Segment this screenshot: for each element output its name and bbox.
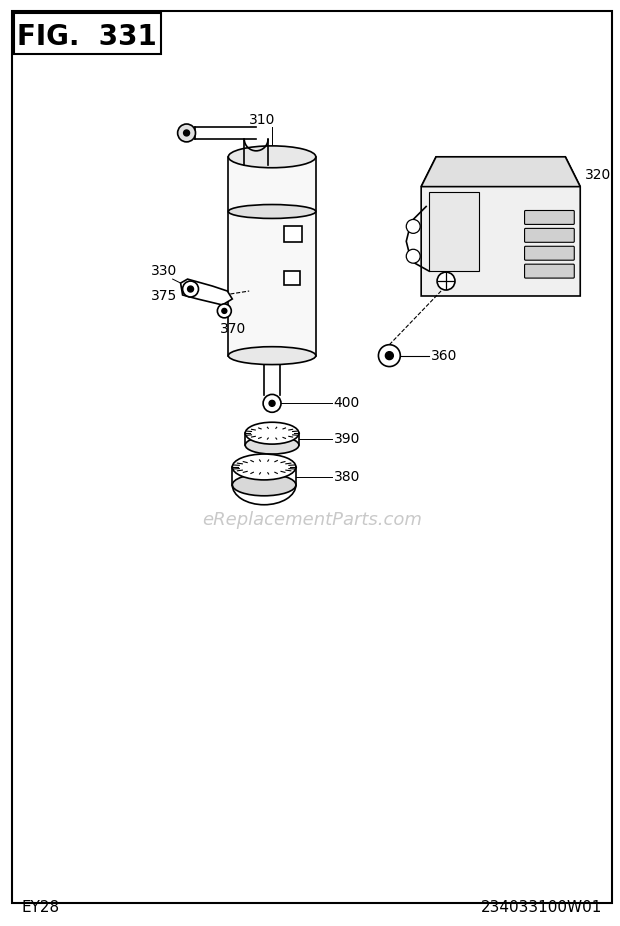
- FancyBboxPatch shape: [429, 192, 479, 271]
- Circle shape: [263, 394, 281, 412]
- FancyBboxPatch shape: [525, 264, 574, 278]
- Text: 390: 390: [334, 432, 360, 446]
- Circle shape: [188, 286, 193, 292]
- Text: FIG.  331: FIG. 331: [17, 22, 157, 51]
- FancyBboxPatch shape: [228, 156, 316, 356]
- Circle shape: [406, 249, 420, 263]
- FancyBboxPatch shape: [284, 226, 302, 243]
- Text: 370: 370: [220, 322, 247, 336]
- Circle shape: [386, 352, 393, 359]
- FancyBboxPatch shape: [284, 271, 300, 285]
- Ellipse shape: [232, 474, 296, 495]
- Circle shape: [437, 272, 455, 290]
- Circle shape: [406, 219, 420, 233]
- Ellipse shape: [232, 454, 296, 480]
- FancyBboxPatch shape: [14, 13, 161, 55]
- Text: 330: 330: [151, 264, 177, 278]
- Circle shape: [184, 130, 190, 136]
- Text: 310: 310: [249, 113, 275, 127]
- Polygon shape: [421, 156, 580, 187]
- Text: 380: 380: [334, 469, 360, 484]
- Text: eReplacementParts.com: eReplacementParts.com: [202, 510, 422, 529]
- FancyBboxPatch shape: [525, 246, 574, 260]
- Text: EY28: EY28: [22, 900, 60, 915]
- Circle shape: [378, 344, 401, 367]
- Ellipse shape: [246, 436, 299, 454]
- Text: 400: 400: [334, 396, 360, 410]
- Text: 234033100W01: 234033100W01: [480, 900, 602, 915]
- Circle shape: [182, 282, 198, 297]
- Ellipse shape: [228, 205, 316, 219]
- Circle shape: [222, 308, 227, 313]
- Text: 320: 320: [585, 168, 611, 181]
- Ellipse shape: [246, 422, 299, 444]
- Polygon shape: [421, 156, 580, 296]
- Circle shape: [177, 124, 195, 142]
- FancyBboxPatch shape: [525, 229, 574, 243]
- Ellipse shape: [228, 146, 316, 168]
- FancyBboxPatch shape: [525, 210, 574, 224]
- Text: 360: 360: [431, 348, 458, 363]
- Circle shape: [218, 304, 231, 318]
- FancyBboxPatch shape: [12, 11, 612, 904]
- Ellipse shape: [228, 346, 316, 365]
- Polygon shape: [180, 279, 232, 305]
- Circle shape: [269, 400, 275, 407]
- Text: 375: 375: [151, 289, 177, 303]
